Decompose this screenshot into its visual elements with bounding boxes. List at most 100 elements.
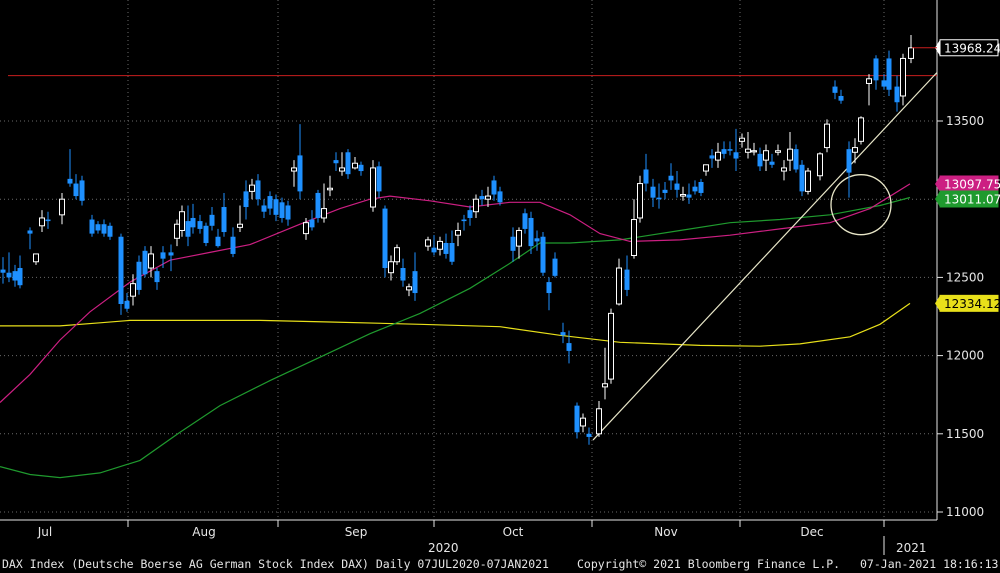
price-tag-label: 12334.12 xyxy=(944,297,1000,311)
candle-body-up xyxy=(751,150,757,153)
x-month-label: Aug xyxy=(192,525,215,539)
candle-body-down xyxy=(0,269,6,273)
candle-body-up xyxy=(148,253,154,269)
candle-body-down xyxy=(540,236,546,273)
candle-body-down xyxy=(769,161,775,165)
candle-body-down xyxy=(67,178,73,184)
candle-body-down xyxy=(534,238,540,242)
chart-canvas: 11000 11500 12000 12500 13500 Jul Aug Sep Oct Nov… xyxy=(0,0,1000,555)
candle-body-up xyxy=(745,148,751,153)
candle-body-up xyxy=(174,223,180,239)
candle-body-down xyxy=(586,433,592,437)
candle-body-down xyxy=(709,155,715,159)
candle-body-up xyxy=(130,283,136,297)
candle-body-down xyxy=(727,149,733,151)
candle-body-down xyxy=(17,268,23,286)
candle-body-up xyxy=(817,153,823,177)
ma-20-line xyxy=(0,183,911,403)
price-tag-pointer xyxy=(935,295,940,312)
candle-body-up xyxy=(580,417,586,427)
candle-body-down xyxy=(698,181,704,193)
candle-body-down xyxy=(279,202,285,218)
candle-body-down xyxy=(479,196,485,200)
candle-body-down xyxy=(315,192,321,218)
candle-body-down xyxy=(449,242,455,262)
candle-body-down xyxy=(273,199,279,215)
candle-body-down xyxy=(285,205,291,220)
y-tick-label: 12000 xyxy=(946,349,984,363)
candle-body-down xyxy=(674,183,680,190)
candle-body-down xyxy=(27,230,33,234)
candle-body-down xyxy=(668,175,674,181)
candle-body-up xyxy=(739,137,745,142)
y-tick-label: 12500 xyxy=(946,270,984,284)
candle-body-up xyxy=(703,164,709,172)
candle-body-down xyxy=(168,252,174,256)
candle-body-down xyxy=(358,164,364,172)
y-tick-label: 11000 xyxy=(946,505,984,519)
candle-body-down xyxy=(230,236,236,254)
candle-body-up xyxy=(406,286,412,291)
candle-body-up xyxy=(59,198,65,216)
candle-body-down xyxy=(686,194,692,198)
candle-body-down xyxy=(107,225,113,237)
candle-body-up xyxy=(303,222,309,235)
price-tag-pointer xyxy=(935,191,940,207)
price-tag-pointer xyxy=(935,176,940,192)
candle-body-down xyxy=(118,236,124,304)
candle-body-up xyxy=(33,253,39,263)
candle-body-down xyxy=(73,183,79,197)
candle-body-up xyxy=(908,47,914,59)
candle-body-down xyxy=(376,166,382,192)
candle-body-up xyxy=(616,267,622,305)
x-year-label-2020: 2020 xyxy=(428,541,459,555)
candle-body-down xyxy=(333,160,339,164)
plot-area: 11000 11500 12000 12500 13500 Jul Aug Sep Oct Nov… xyxy=(0,0,1000,555)
candle-body-down xyxy=(267,196,273,209)
price-tag-label: 13097.75 xyxy=(944,178,1000,192)
candle-body-down xyxy=(412,271,418,294)
candle-body-down xyxy=(160,252,166,259)
candle-body-down xyxy=(261,205,267,212)
candle-body-up xyxy=(473,198,479,213)
candle-body-up xyxy=(352,162,358,169)
candle-body-up xyxy=(715,151,721,161)
candle-body-up xyxy=(631,219,637,257)
candle-body-down xyxy=(546,282,552,294)
candle-body-down xyxy=(846,149,852,173)
candle-body-up xyxy=(437,240,443,250)
candle-body-down xyxy=(757,153,763,167)
candle-body-down xyxy=(209,214,215,226)
candle-body-up xyxy=(763,150,769,161)
candle-body-up xyxy=(237,223,243,228)
candle-body-up xyxy=(455,229,461,236)
candle-body-down xyxy=(650,186,656,198)
candle-body-up xyxy=(516,229,522,247)
candle-body-down xyxy=(215,236,221,247)
price-tag-pointer xyxy=(935,39,940,56)
candle-body-down xyxy=(656,197,662,200)
candle-body-down xyxy=(197,221,203,229)
candle-body-down xyxy=(185,221,191,237)
trendline xyxy=(592,72,938,441)
candle-body-up xyxy=(680,194,686,197)
candle-body-up xyxy=(327,187,333,191)
candle-body-up xyxy=(608,312,614,380)
x-month-label: Jul xyxy=(37,525,52,539)
candle-body-down xyxy=(560,332,566,336)
candle-body-down xyxy=(255,180,261,200)
candle-body-up xyxy=(775,150,781,153)
candle-body-down xyxy=(528,217,534,247)
candle-body-up xyxy=(179,211,185,231)
candle-body-up xyxy=(852,147,858,153)
candle-body-down xyxy=(89,219,95,234)
candle-body-down xyxy=(574,405,580,433)
candle-body-up xyxy=(805,170,811,192)
candle-body-up xyxy=(787,148,793,161)
ma-50-line xyxy=(0,196,911,479)
candle-body-up xyxy=(291,167,297,172)
candle-body-up xyxy=(596,408,602,435)
y-tick-label: 11500 xyxy=(946,427,984,441)
candle-body-down xyxy=(643,169,649,184)
candle-body-down xyxy=(154,271,160,283)
